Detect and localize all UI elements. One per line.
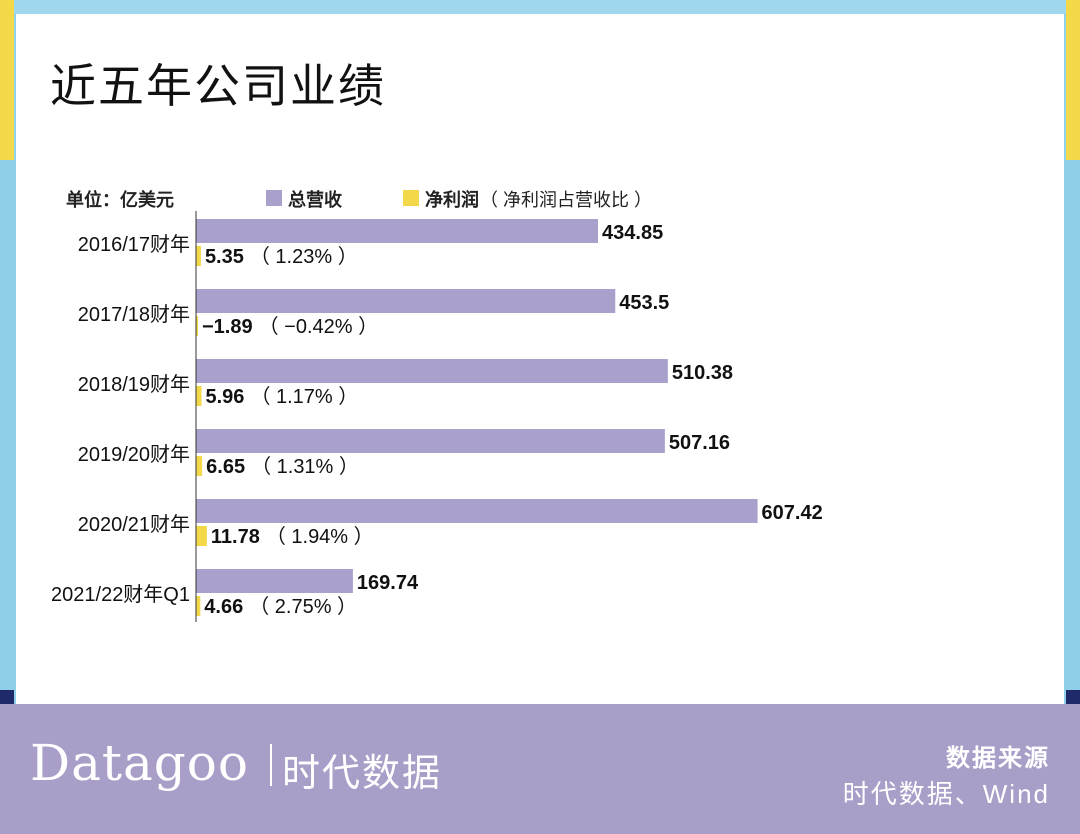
profit-value: 4.66 [204,596,243,618]
profit-ratio-label: （ −0.42% ） [259,315,379,338]
profit-bar [196,456,203,476]
profit-ratio-label: （ 2.75% ） [249,595,357,618]
profit-ratio-label: （ 1.17% ） [250,385,358,408]
profit-legend-label: 净利润 [425,190,479,210]
profit-value: 11.78 [211,526,260,548]
brand-divider [270,744,272,786]
chart-title: 近五年公司业绩 [50,60,386,112]
revenue-bar [196,359,668,383]
revenue-value-label: 434.85 [602,222,663,244]
left-accent-bar [0,0,14,160]
profit-swatch [403,190,419,206]
right-accent-bar [1066,0,1080,160]
revenue-value-label: 507.16 [669,432,730,454]
profit-value: −1.89 [202,316,253,338]
category-label: 2021/22财年Q1 [51,583,190,606]
profit-value: 6.65 [206,456,245,478]
profit-bar [196,316,198,336]
category-label: 2020/21财年 [78,513,190,536]
bar-chart: 2016/17财年 434.85 5.35 （ 1.23% ） 2017/18财年 453… [51,211,823,622]
category-label: 2017/18财年 [78,303,190,326]
brand-name-cn: 时代数据 [282,753,443,795]
profit-ratio-label: （ 1.94% ） [266,525,374,548]
chart-card: 近五年公司业绩 单位：亿美元 总营收 净利润 （ 净利润占营收比 ） 2016/… [16,14,1064,704]
revenue-swatch [266,190,282,206]
revenue-value-label: 510.38 [672,362,733,384]
profit-ratio-label: （ 1.31% ） [251,455,359,478]
revenue-bar [196,569,353,593]
profit-ratio-label: （ 1.23% ） [250,245,358,268]
profit-bar [196,596,201,616]
profit-value: 5.35 [205,246,244,268]
source-title: 数据来源 [946,745,1050,772]
profit-value: 5.96 [206,386,245,408]
category-label: 2016/17财年 [78,233,190,256]
profit-ratio-note: （ 净利润占营收比 ） [480,190,653,210]
profit-value-label: 5.96 （ 1.17% ） [206,385,359,408]
profit-bar [196,526,207,546]
profit-value-label: 11.78 （ 1.94% ） [211,525,374,548]
revenue-bar [196,429,665,453]
revenue-bar [196,219,599,243]
profit-value-label: −1.89 （ −0.42% ） [202,315,378,338]
footer: Datagoo 时代数据 数据来源 时代数据、Wind [0,704,1080,834]
profit-bar [196,386,202,406]
profit-value-label: 5.35 （ 1.23% ） [205,245,358,268]
top-frame-band [0,0,1080,14]
source-text: 时代数据、Wind [842,779,1050,809]
profit-value-label: 4.66 （ 2.75% ） [204,595,357,618]
brand-logo: Datagoo [30,734,250,792]
profit-bar [196,246,201,266]
revenue-bar [196,289,616,313]
profit-value-label: 6.65 （ 1.31% ） [206,455,359,478]
category-label: 2019/20财年 [78,443,190,466]
revenue-value-label: 169.74 [357,572,419,594]
unit-label: 单位：亿美元 [66,190,174,210]
revenue-value-label: 453.5 [619,292,669,314]
category-label: 2018/19财年 [78,373,190,396]
revenue-bar [196,499,758,523]
revenue-legend-label: 总营收 [288,190,342,210]
legend: 单位：亿美元 总营收 净利润 （ 净利润占营收比 ） [16,182,1064,212]
revenue-value-label: 607.42 [762,502,823,524]
